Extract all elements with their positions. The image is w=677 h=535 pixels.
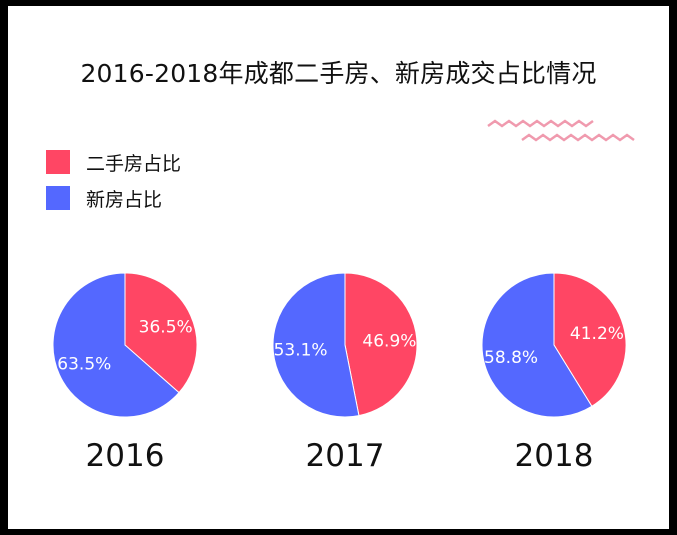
pie-2016: 36.5% 63.5% [52, 272, 198, 418]
legend-swatch-second-hand [46, 150, 70, 174]
pie-slice-2016-new-house [52, 272, 180, 418]
pie-label-2016-new-house: 63.5% [57, 354, 111, 374]
pie-slice-2016-second-hand [124, 272, 198, 394]
pie-label-2018-new-house: 58.8% [484, 348, 538, 368]
pie-2017: 46.9% 53.1% [272, 272, 418, 418]
zigzag-decoration [487, 119, 635, 142]
year-label-2016: 2016 [85, 438, 165, 474]
legend-label-new-house: 新房占比 [86, 188, 163, 211]
pie-charts: 36.5% 63.5% 46.9% 53.1% 41.2% 58.8% [52, 272, 627, 418]
pie-slice-2017-new-house [272, 272, 360, 418]
legend-swatch-new-house [46, 186, 70, 210]
pie-label-2018-second-hand: 41.2% [570, 324, 624, 344]
pie-label-2016-second-hand: 36.5% [139, 318, 193, 338]
year-label-2017: 2017 [305, 438, 385, 474]
chart-frame: 2016-2018年成都二手房、新房成交占比情况 二手房占比 新房占比 36.5… [8, 6, 669, 529]
zigzag-line-top [487, 119, 594, 128]
pie-label-2017-new-house: 53.1% [274, 340, 328, 360]
pie-slice-2017-second-hand [344, 272, 418, 417]
legend-label-second-hand: 二手房占比 [86, 152, 182, 175]
year-label-2018: 2018 [514, 438, 594, 474]
pie-2018: 41.2% 58.8% [481, 272, 627, 418]
legend-item-new-house: 新房占比 [46, 180, 181, 216]
chart-title: 2016-2018年成都二手房、新房成交占比情况 [80, 59, 597, 88]
pie-slice-2018-second-hand [553, 272, 627, 407]
pie-label-2017-second-hand: 46.9% [362, 332, 416, 352]
legend-item-second-hand: 二手房占比 [46, 144, 181, 180]
pie-slice-2018-new-house [481, 272, 593, 418]
zigzag-line-bottom [521, 133, 635, 142]
legend: 二手房占比 新房占比 [46, 144, 181, 216]
